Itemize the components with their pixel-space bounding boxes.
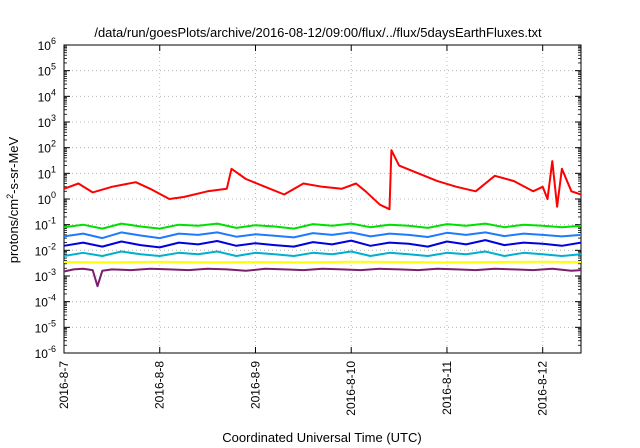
series-line-6 xyxy=(63,149,582,211)
x-axis-ticks: 2016-8-7 2016-8-8 2016-8-9 2016-8-10 2016-8-… xyxy=(57,45,550,416)
x-tick-label: 2016-8-12 xyxy=(536,361,550,416)
series-line-3 xyxy=(63,239,582,249)
x-axis-label: Coordinated Universal Time (UTC) xyxy=(222,430,421,445)
y-axis-label: protons/cm2-s-sr-MeV xyxy=(5,136,21,263)
chart-title: /data/run/goesPlots/archive/2016-08-12/0… xyxy=(94,25,542,40)
y-tick-label: 101 xyxy=(38,164,56,181)
grid-lines xyxy=(64,45,581,353)
y-tick-label: 103 xyxy=(38,113,56,130)
y-tick-label: 102 xyxy=(38,139,56,156)
y-tick-label: 10-5 xyxy=(35,318,56,335)
y-tick-label: 10-1 xyxy=(35,216,56,233)
series-line-2 xyxy=(63,250,582,257)
series-group xyxy=(63,149,582,288)
y-tick-label: 106 xyxy=(38,36,56,53)
x-tick-label: 2016-8-9 xyxy=(248,361,262,409)
series-line-1 xyxy=(63,260,582,264)
series-line-0 xyxy=(63,267,582,288)
y-tick-label: 100 xyxy=(38,190,56,207)
series-line-4 xyxy=(63,231,582,240)
y-tick-label: 10-3 xyxy=(35,267,56,284)
x-tick-label: 2016-8-10 xyxy=(344,361,358,416)
y-tick-label: 10-4 xyxy=(35,293,56,310)
y-tick-label: 10-2 xyxy=(35,241,56,258)
x-tick-label: 2016-8-8 xyxy=(153,361,167,409)
y-axis-ticks: 10-6 10-5 10-4 10-3 10-2 10-1 100 101 102 103 104 1… xyxy=(35,36,581,361)
y-tick-label: 105 xyxy=(38,62,56,79)
y-tick-label: 104 xyxy=(38,87,56,104)
x-tick-label: 2016-8-7 xyxy=(57,361,71,409)
series-line-5 xyxy=(63,222,582,230)
y-tick-label: 10-6 xyxy=(35,344,56,361)
x-tick-label: 2016-8-11 xyxy=(440,361,454,415)
plot-frame xyxy=(63,44,582,354)
